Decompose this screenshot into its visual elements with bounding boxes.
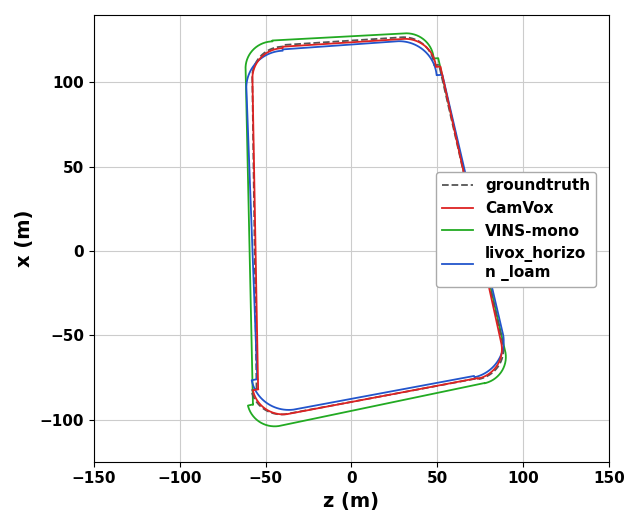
livox_horizo
n _loam [476,372,484,379]
livox_horizo
n _loam [500,337,508,343]
livox_horizo
n _loam [253,376,261,382]
Line: VINS-mono: VINS-mono [246,33,506,427]
VINS-mono [249,401,257,408]
VINS-mono [403,30,410,36]
livox_horizo
n _loam [381,39,388,45]
Legend: groundtruth, CamVox, VINS-mono, livox_horizo
n _loam: groundtruth, CamVox, VINS-mono, livox_ho… [436,172,596,287]
CamVox [401,36,409,42]
CamVox [387,36,395,43]
CamVox [254,386,262,392]
X-axis label: z (m): z (m) [323,492,380,511]
CamVox [248,74,256,80]
VINS-mono [271,423,278,430]
VINS-mono [242,64,250,70]
groundtruth [248,72,256,78]
CamVox [498,346,506,352]
Y-axis label: x (m): x (m) [15,210,34,267]
groundtruth [399,34,407,41]
VINS-mono [387,31,395,37]
livox_horizo
n _loam [463,177,471,183]
groundtruth [480,375,488,381]
groundtruth [385,35,393,41]
VINS-mono [461,175,469,181]
Line: CamVox: CamVox [252,39,502,414]
VINS-mono [249,401,257,408]
CamVox [254,386,262,392]
groundtruth [500,346,508,352]
VINS-mono [484,379,492,385]
CamVox [280,411,287,418]
groundtruth [253,386,260,392]
livox_horizo
n _loam [243,84,250,90]
livox_horizo
n _loam [395,38,403,44]
groundtruth [438,73,445,79]
groundtruth [253,386,260,392]
VINS-mono [502,353,509,359]
CamVox [479,374,486,380]
Line: groundtruth: groundtruth [252,37,504,414]
groundtruth [278,411,285,418]
Line: livox_horizo
n _loam: livox_horizo n _loam [246,41,504,410]
CamVox [439,75,447,81]
VINS-mono [437,67,445,73]
livox_horizo
n _loam [253,376,261,382]
CamVox [461,176,469,183]
livox_horizo
n _loam [441,82,449,88]
livox_horizo
n _loam [285,407,292,413]
groundtruth [461,175,469,181]
